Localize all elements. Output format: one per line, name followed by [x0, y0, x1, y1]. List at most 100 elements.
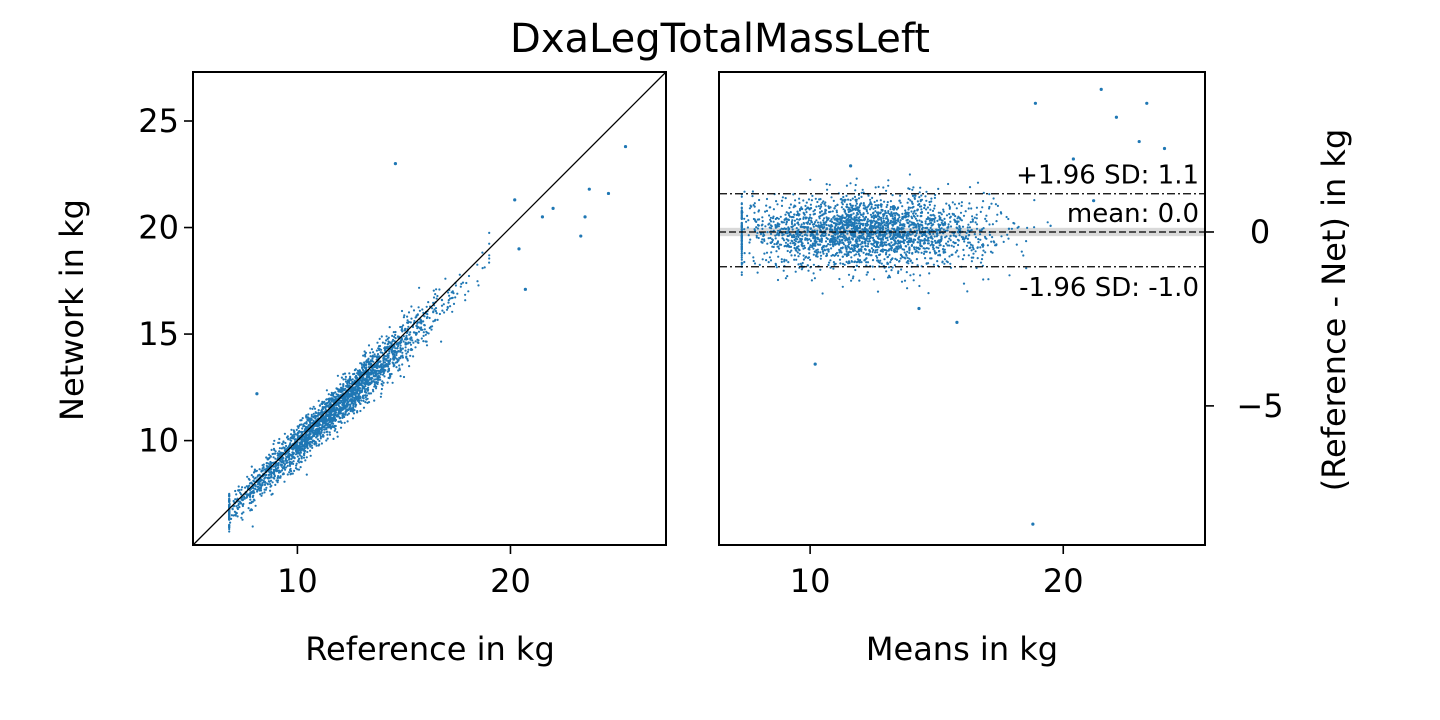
data-point — [817, 250, 820, 254]
data-point — [768, 226, 771, 229]
data-point — [488, 261, 491, 264]
data-point — [449, 305, 452, 308]
data-point — [424, 333, 427, 336]
data-point — [911, 194, 915, 197]
data-point — [325, 417, 328, 420]
data-point — [974, 221, 977, 224]
data-point — [330, 422, 333, 425]
data-point — [300, 441, 304, 444]
data-point — [376, 381, 379, 384]
data-point — [769, 259, 773, 262]
data-point — [927, 239, 930, 242]
data-point — [361, 385, 364, 388]
data-point — [347, 403, 350, 406]
data-point — [269, 463, 272, 466]
data-point — [811, 194, 814, 197]
data-point — [897, 229, 900, 232]
data-point — [850, 227, 854, 230]
data-point — [777, 255, 780, 258]
data-point — [236, 507, 239, 511]
data-point — [781, 237, 784, 240]
data-point — [296, 444, 299, 447]
data-point — [335, 395, 338, 398]
data-point — [841, 246, 844, 249]
identity-line — [192, 71, 667, 546]
data-point — [394, 330, 397, 334]
data-point — [344, 413, 347, 416]
data-point — [288, 457, 291, 460]
data-point — [832, 267, 835, 270]
data-point — [420, 328, 423, 331]
data-point — [837, 236, 840, 239]
data-point — [831, 253, 835, 257]
data-point — [333, 419, 336, 422]
data-point — [841, 235, 844, 238]
data-point — [826, 188, 829, 191]
data-point — [948, 212, 951, 216]
data-point — [843, 263, 846, 266]
data-point — [782, 221, 786, 224]
data-point — [476, 280, 479, 283]
data-point — [956, 217, 959, 220]
data-point — [409, 321, 412, 324]
data-point — [312, 429, 315, 432]
data-point — [376, 353, 380, 356]
data-point — [231, 508, 234, 511]
data-point — [874, 214, 877, 217]
data-point — [740, 212, 743, 215]
data-point — [751, 190, 755, 193]
data-point — [301, 427, 304, 430]
data-point — [488, 254, 491, 257]
data-point — [753, 202, 756, 205]
data-point — [740, 252, 743, 255]
data-point — [417, 339, 420, 342]
data-point — [920, 210, 924, 214]
data-point — [843, 200, 846, 203]
data-point — [804, 204, 807, 207]
data-point — [882, 186, 885, 189]
data-point — [740, 243, 743, 246]
data-point — [776, 231, 779, 234]
data-point — [840, 201, 843, 204]
data-point — [299, 454, 302, 457]
data-point — [270, 473, 273, 476]
data-point — [409, 341, 412, 344]
data-point — [909, 229, 912, 232]
data-point — [882, 217, 885, 220]
data-point — [915, 258, 919, 261]
data-point — [285, 436, 289, 439]
data-point — [338, 388, 341, 391]
data-point — [1049, 224, 1052, 227]
data-point — [953, 219, 956, 222]
data-point — [235, 505, 238, 508]
data-point — [348, 395, 351, 398]
data-point — [965, 231, 968, 234]
data-point — [838, 258, 842, 261]
data-point — [774, 217, 777, 221]
data-point — [1010, 227, 1014, 230]
data-point — [877, 218, 880, 221]
data-point — [448, 294, 451, 297]
data-point — [880, 218, 883, 221]
data-point — [324, 424, 327, 427]
data-point — [906, 250, 909, 253]
data-point — [283, 480, 286, 483]
data-point — [876, 204, 879, 207]
data-point — [792, 233, 795, 237]
data-point — [373, 371, 376, 374]
data-point — [845, 247, 848, 250]
data-point — [300, 457, 303, 460]
data-point — [748, 207, 752, 210]
data-point — [989, 250, 993, 253]
data-point — [417, 306, 420, 309]
data-point — [897, 270, 900, 273]
outlier-point — [517, 247, 521, 251]
data-point — [743, 190, 746, 193]
data-point — [234, 498, 237, 501]
data-point — [315, 444, 318, 447]
data-point — [780, 260, 783, 263]
data-point — [376, 372, 380, 375]
data-point — [242, 511, 245, 514]
data-point — [874, 206, 877, 210]
data-point — [382, 364, 385, 367]
